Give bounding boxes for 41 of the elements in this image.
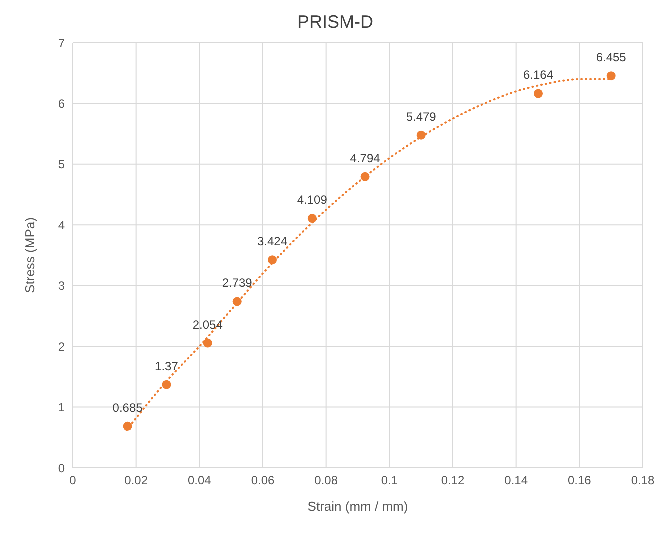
x-tick-label: 0.16: [568, 474, 592, 488]
y-tick-label: 1: [58, 400, 66, 415]
point: [308, 214, 317, 224]
data-label: 2.054: [192, 318, 224, 332]
y-axis-title: Stress (MPa): [22, 218, 38, 294]
x-tick-label: 0.1: [381, 474, 398, 488]
x-tick-label: 0.08: [314, 474, 338, 488]
data-label: 0.685: [112, 400, 144, 415]
point: [534, 89, 543, 98]
point: [203, 338, 212, 348]
point: [360, 172, 370, 182]
x-tick-label: 0.18: [631, 474, 655, 488]
x-tick-label: 0.12: [441, 474, 465, 488]
y-tick-label: 0: [58, 461, 66, 476]
y-tick-label: 4: [58, 218, 66, 232]
y-tick-label: 2: [58, 340, 66, 354]
data-label: 1.37: [155, 359, 179, 374]
y-tick-label: 3: [58, 279, 66, 294]
point: [416, 130, 426, 140]
x-axis-title: Strain (mm / mm): [308, 499, 408, 514]
x-tick-label: 0.04: [188, 474, 212, 488]
data-label: 4.794: [350, 151, 381, 166]
data-label: 5.479: [406, 110, 437, 124]
x-tick-label: 0.06: [251, 474, 275, 488]
point: [606, 72, 616, 81]
point: [268, 256, 277, 265]
data-label: 6.455: [596, 50, 627, 65]
x-tick-label: 0.02: [124, 474, 148, 488]
x-tick-label: 0.14: [504, 474, 528, 488]
point: [123, 422, 132, 431]
data-label: 4.109: [297, 193, 328, 208]
data-label: 2.739: [222, 276, 253, 290]
point: [162, 380, 172, 390]
y-tick-label: 7: [58, 36, 66, 50]
x-tick-label: 0: [70, 474, 77, 488]
y-tick-label: 5: [58, 158, 66, 172]
chart-title: PRISM-D: [296, 11, 374, 33]
data-label: 6.164: [523, 68, 554, 82]
point: [232, 297, 242, 306]
data-label: 3.424: [257, 234, 288, 249]
y-tick-label: 6: [58, 96, 66, 111]
